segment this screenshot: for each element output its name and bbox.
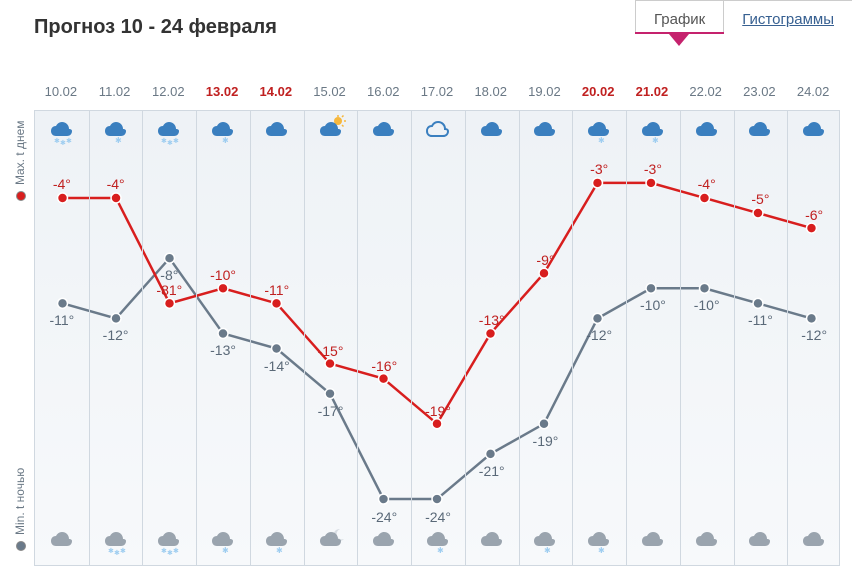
gridline <box>787 111 788 565</box>
min-temp-label: -21° <box>479 463 505 479</box>
gridline <box>142 111 143 565</box>
gridline <box>89 111 90 565</box>
legend-dot-max <box>16 191 26 201</box>
min-temp-label: -11° <box>49 312 74 328</box>
chart-area: 10.02 11.02 12.02 13.02 14.02 15.02 16.02 17.02… <box>34 84 840 566</box>
gridline <box>626 111 627 565</box>
gridline <box>304 111 305 565</box>
tabs: График Гистограммы <box>635 0 852 54</box>
date-label: 17.02 <box>421 84 454 99</box>
min-temp-label: -12° <box>801 327 827 343</box>
max-temp-label: -13° <box>479 312 505 328</box>
date-label: 18.02 <box>474 84 507 99</box>
date-label: 21.02 <box>636 84 669 99</box>
gridline <box>734 111 735 565</box>
date-label: 20.02 <box>582 84 615 99</box>
max-temp-label: -19° <box>425 403 451 419</box>
date-label: 13.02 <box>206 84 239 99</box>
max-temp-label: -4° <box>53 176 71 192</box>
max-temp-label: -4° <box>107 176 125 192</box>
max-temp-label: -15° <box>318 343 344 359</box>
dates-row: 10.02 11.02 12.02 13.02 14.02 15.02 16.02 17.02… <box>34 84 840 104</box>
legend-dot-min <box>16 541 26 551</box>
max-temp-label: -9° <box>536 252 554 268</box>
gridline <box>465 111 466 565</box>
min-temp-label: -12° <box>586 327 612 343</box>
date-label: 11.02 <box>99 84 131 99</box>
date-label: 22.02 <box>689 84 722 99</box>
y-axis-max-label: Max. t днем <box>13 120 27 201</box>
max-temp-label: -3° <box>644 161 662 177</box>
max-temp-label: -4° <box>698 176 716 192</box>
min-temp-label: -14° <box>264 358 290 374</box>
gridline <box>572 111 573 565</box>
max-temp-label: -3° <box>590 161 608 177</box>
date-label: 10.02 <box>45 84 78 99</box>
date-label: 24.02 <box>797 84 830 99</box>
gridline <box>357 111 358 565</box>
forecast-widget: Прогноз 10 - 24 февраля График Гистограм… <box>0 0 852 574</box>
min-temp-label: -12° <box>103 327 129 343</box>
min-temp-label: -13° <box>210 342 236 358</box>
gridline <box>196 111 197 565</box>
max-temp-label: -16° <box>371 358 397 374</box>
date-label: 15.02 <box>313 84 346 99</box>
tab-graph[interactable]: График <box>635 0 724 34</box>
min-temp-label: -10° <box>640 297 666 313</box>
chart-plot: Max. t днем Min. t ночью ✱✱✱ ✱ ✱✱✱ ✱ ✱ ✱… <box>34 110 840 566</box>
min-temp-label: -19° <box>533 433 559 449</box>
tab-histogram[interactable]: Гистограммы <box>724 0 852 34</box>
date-label: 14.02 <box>260 84 293 99</box>
y-axis-max-text: Max. t днем <box>13 120 27 185</box>
min-temp-label: -24° <box>425 509 451 525</box>
max-temp-label: -81° <box>156 282 182 298</box>
max-temp-label: -11° <box>264 282 289 298</box>
header: Прогноз 10 - 24 февраля График Гистограм… <box>0 0 852 54</box>
tab-indicator-arrow <box>669 34 689 46</box>
chart-lines <box>35 111 839 565</box>
gridline <box>680 111 681 565</box>
date-label: 19.02 <box>528 84 561 99</box>
date-label: 12.02 <box>152 84 185 99</box>
gridline <box>250 111 251 565</box>
min-temp-label: -24° <box>371 509 397 525</box>
page-title: Прогноз 10 - 24 февраля <box>34 16 635 39</box>
date-label: 23.02 <box>743 84 776 99</box>
min-temp-label: -8° <box>160 267 178 283</box>
max-temp-label: -10° <box>210 267 236 283</box>
y-axis-min-text: Min. t ночью <box>13 468 27 535</box>
y-axis-min-label: Min. t ночью <box>13 468 27 551</box>
date-label: 16.02 <box>367 84 400 99</box>
min-temp-label: -17° <box>318 403 344 419</box>
min-temp-label: -10° <box>694 297 720 313</box>
min-temp-label: -11° <box>748 312 773 328</box>
max-temp-label: -6° <box>805 207 823 223</box>
max-temp-label: -5° <box>751 191 769 207</box>
gridline <box>411 111 412 565</box>
gridline <box>519 111 520 565</box>
